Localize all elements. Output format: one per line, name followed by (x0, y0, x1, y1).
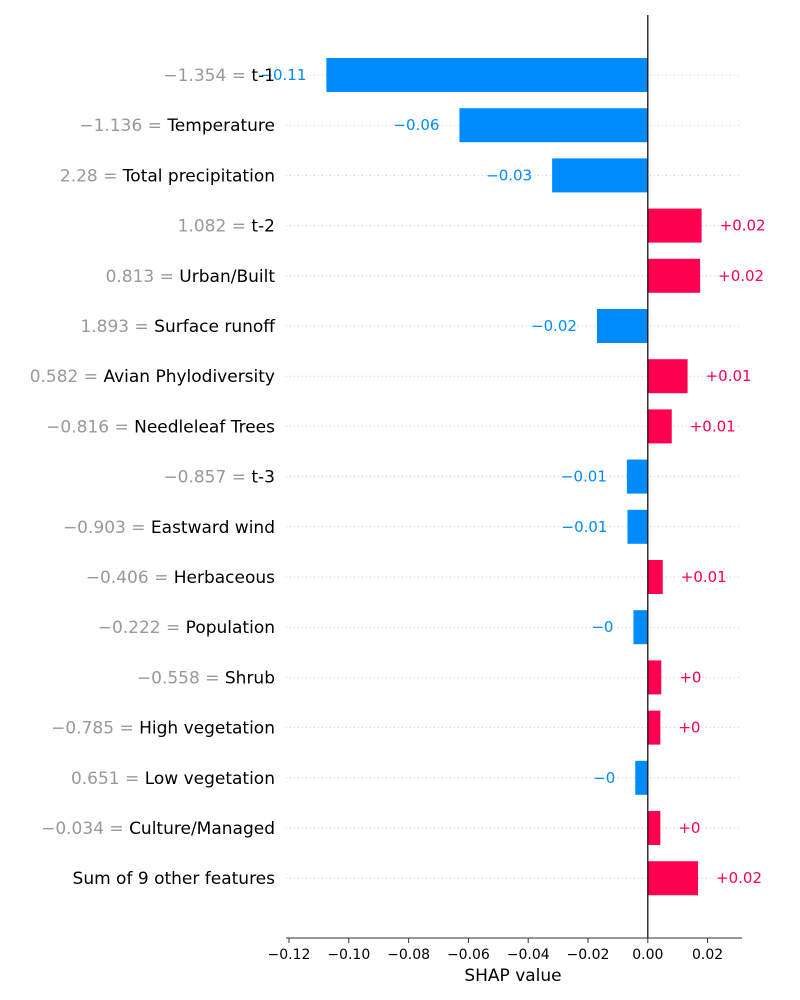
row-labels: −0.11−1.354 = t-1−0.06−1.136 = Temperatu… (30, 66, 766, 889)
feature-name: Sum of 9 other features (73, 869, 276, 889)
feature-label: −1.354 = t-1 (163, 66, 275, 86)
feature-value: 2.28 = (60, 166, 123, 186)
value-label: −0 (593, 769, 615, 787)
feature-name: Surface runoff (154, 317, 276, 337)
bar (552, 158, 648, 193)
bar (626, 459, 648, 494)
feature-label: −0.222 = Population (98, 618, 275, 638)
feature-label: −0.034 = Culture/Managed (41, 819, 275, 839)
x-tick-label: −0.12 (268, 947, 311, 963)
x-tick-label: −0.08 (387, 947, 430, 963)
bar (647, 359, 688, 394)
feature-value: −0.558 = (137, 668, 225, 688)
value-label: −0.06 (393, 116, 439, 134)
feature-label: 0.651 = Low vegetation (71, 769, 275, 789)
feature-value: −0.034 = (41, 819, 129, 839)
value-label: −0.01 (561, 468, 607, 486)
value-label: −0.03 (486, 166, 532, 184)
feature-label: −0.903 = Eastward wind (63, 518, 275, 538)
feature-name: High vegetation (139, 719, 275, 739)
feature-label: −0.857 = t-3 (163, 468, 275, 488)
feature-label: −1.136 = Temperature (79, 116, 275, 136)
feature-label: 1.082 = t-2 (178, 217, 275, 237)
feature-name: Herbaceous (174, 568, 275, 588)
feature-label: 2.28 = Total precipitation (60, 166, 275, 186)
feature-label: Sum of 9 other features (73, 869, 276, 889)
bar (326, 58, 648, 92)
bar (633, 610, 648, 645)
feature-value: −0.406 = (86, 568, 174, 588)
feature-value: −0.857 = (163, 468, 251, 488)
value-label: +0.01 (681, 568, 727, 586)
feature-label: 1.893 = Surface runoff (80, 317, 276, 337)
feature-value: 1.082 = (178, 217, 252, 237)
feature-value: 0.813 = (106, 267, 180, 287)
feature-value: 0.582 = (30, 367, 104, 387)
feature-name: t-2 (251, 217, 275, 237)
feature-name: Avian Phylodiversity (103, 367, 275, 387)
bar (647, 409, 672, 444)
feature-value: −0.785 = (51, 719, 139, 739)
value-label: +0.01 (706, 367, 752, 385)
value-label: +0.02 (720, 217, 766, 235)
feature-label: −0.785 = High vegetation (51, 719, 275, 739)
x-tick-label: −0.10 (327, 947, 370, 963)
value-label: +0.02 (716, 869, 762, 887)
feature-value: −0.816 = (46, 417, 134, 437)
bar (647, 811, 661, 845)
value-label: +0 (678, 819, 700, 837)
bar (596, 309, 648, 343)
x-tick-label: −0.02 (567, 947, 610, 963)
value-label: −0.02 (531, 317, 577, 335)
x-tick-label: 0.00 (632, 947, 663, 963)
feature-value: −0.222 = (98, 618, 186, 638)
feature-name: t-3 (251, 468, 275, 488)
bar (627, 509, 648, 544)
feature-label: −0.406 = Herbaceous (86, 568, 275, 588)
bar (647, 660, 662, 695)
feature-name: Shrub (225, 668, 275, 688)
value-label: +0.02 (718, 267, 764, 285)
feature-value: −1.136 = (79, 116, 167, 136)
feature-value: 0.651 = (71, 769, 145, 789)
feature-name: Temperature (166, 116, 275, 136)
value-label: +0 (678, 719, 700, 737)
bar (647, 861, 699, 896)
feature-value: −0.903 = (63, 518, 151, 538)
bars (326, 58, 702, 896)
feature-value: −1.354 = (163, 66, 251, 86)
x-axis-label: SHAP value (464, 966, 561, 986)
value-label: −0 (591, 618, 613, 636)
bar (647, 710, 661, 745)
value-label: −0.11 (260, 66, 306, 84)
bar (459, 108, 648, 143)
feature-name: Urban/Built (179, 267, 275, 287)
feature-label: 0.582 = Avian Phylodiversity (30, 367, 275, 387)
feature-name: Needleleaf Trees (134, 417, 275, 437)
x-tick-label: −0.06 (447, 947, 490, 963)
feature-label: −0.558 = Shrub (137, 668, 275, 688)
feature-label: −0.816 = Needleleaf Trees (46, 417, 275, 437)
x-axis: −0.12 −0.10 −0.08 −0.06 −0.04 −0.02 0.00 0.02 (268, 937, 742, 963)
x-tick-label: −0.04 (507, 947, 550, 963)
bar (647, 208, 702, 243)
row-gridlines (286, 74, 742, 879)
value-label: −0.01 (562, 518, 608, 536)
feature-name: Population (186, 618, 275, 638)
feature-label: 0.813 = Urban/Built (106, 267, 276, 287)
value-label: +0 (679, 668, 701, 686)
bar (647, 560, 663, 594)
feature-name: Culture/Managed (129, 819, 275, 839)
feature-name: Eastward wind (151, 518, 275, 538)
bar (647, 258, 701, 293)
feature-name: Low vegetation (145, 769, 275, 789)
feature-name: t-1 (251, 66, 275, 86)
feature-name: Total precipitation (122, 166, 275, 186)
feature-value: 1.893 = (80, 317, 154, 337)
bar (635, 760, 648, 795)
x-tick-label: 0.02 (692, 947, 723, 963)
value-label: +0.01 (690, 417, 736, 435)
